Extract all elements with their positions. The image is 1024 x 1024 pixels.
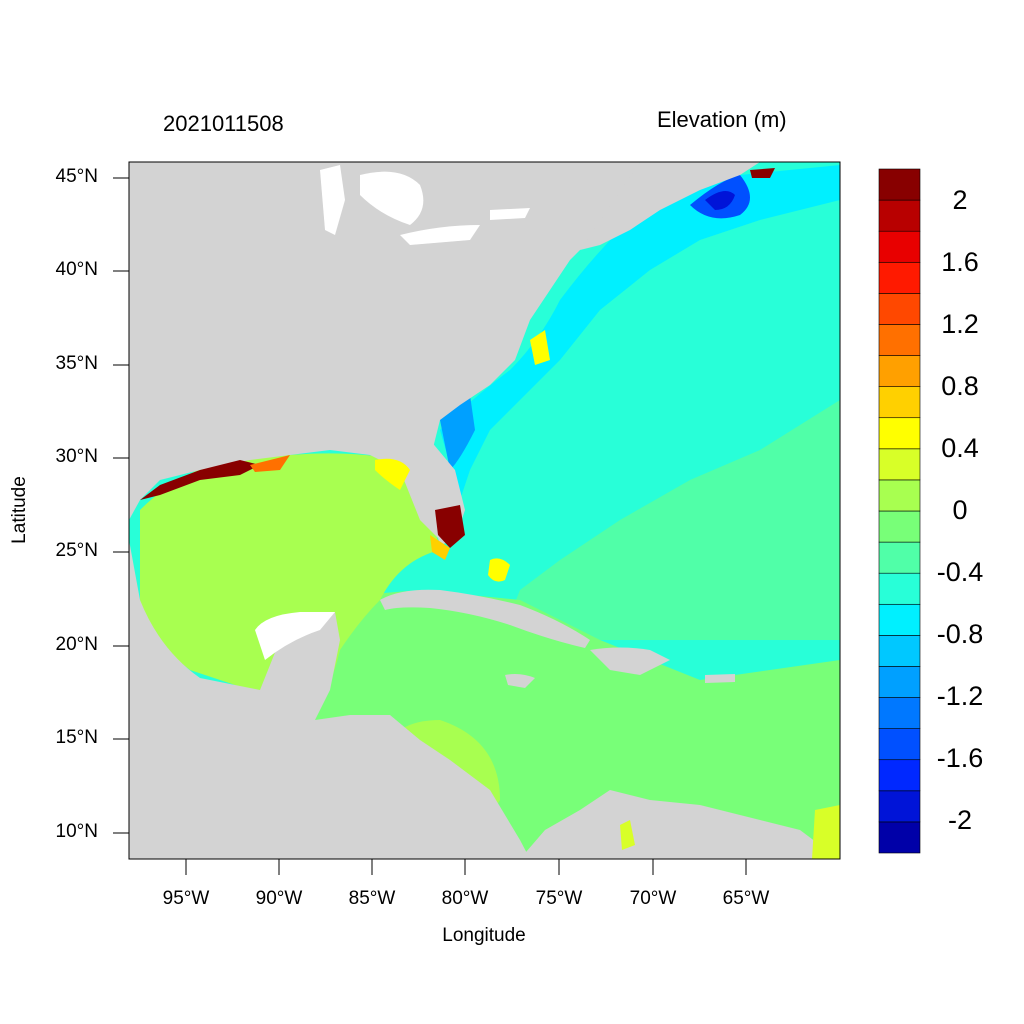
plot-frame: [128, 161, 841, 860]
gulf-of-mexico: [140, 453, 440, 700]
lake-ontario: [490, 208, 530, 220]
x-axis-ticks: [185, 859, 747, 875]
colorbar-label: 0.4: [941, 433, 979, 463]
south-florida-surge: [435, 505, 465, 548]
y-tick-label: 10°N: [55, 821, 98, 842]
new-england-land: [580, 162, 760, 250]
colorbar-swatch: [878, 479, 921, 512]
colorbar-swatch: [878, 759, 921, 792]
colorbar-swatch: [878, 168, 921, 201]
colorbar-label: 2: [952, 185, 968, 215]
lake-huron: [360, 171, 424, 225]
north-america-land: [129, 162, 640, 540]
gulf-coast-surge: [140, 460, 260, 500]
y-tick-label: 35°N: [55, 353, 98, 374]
colorbar-label: -1.2: [936, 681, 984, 711]
y-tick-label: 45°N: [55, 166, 98, 187]
colorbar-swatch: [878, 790, 921, 823]
y-tick-label: 20°N: [55, 634, 98, 655]
colorbar-label: -2: [947, 805, 972, 835]
colorbar-label: 0.8: [941, 371, 979, 401]
y-tick-label: 25°N: [55, 540, 98, 561]
south-atlantic-region: [500, 400, 840, 640]
x-axis-title: Longitude: [442, 925, 526, 946]
east-caribbean-high: [812, 805, 840, 859]
map-area: [129, 162, 840, 859]
florida-panhandle-high: [375, 458, 410, 490]
colorbar-swatch: [878, 697, 921, 729]
colorbar-swatch: [878, 728, 921, 761]
coastal-low-region: [440, 165, 840, 500]
cuba-land: [380, 589, 590, 648]
x-tick-label: 70°W: [629, 888, 677, 909]
x-tick-label: 90°W: [255, 888, 303, 909]
venezuela-coast-high: [620, 820, 635, 850]
y-axis-title: Latitude: [9, 476, 30, 544]
lake-erie: [400, 225, 480, 245]
colorbar-swatch: [878, 261, 921, 294]
colorbar-swatch: [878, 666, 921, 698]
colorbar-swatch: [878, 541, 921, 574]
central-america-land: [129, 540, 530, 859]
y-tick-label: 40°N: [55, 259, 98, 280]
colorbar-swatch: [878, 448, 921, 481]
bahamas-high: [488, 558, 510, 582]
y-tick-label: 15°N: [55, 727, 98, 748]
colorbar-swatch: [878, 821, 921, 854]
x-tick-label: 65°W: [722, 888, 770, 909]
south-america-land: [520, 790, 830, 859]
colorbar-swatch: [878, 417, 921, 450]
colorbar-swatch: [878, 386, 921, 419]
x-tick-label: 95°W: [162, 888, 210, 909]
x-tick-label: 85°W: [348, 888, 396, 909]
colorbar-swatch: [878, 572, 921, 605]
puerto-rico-land: [705, 674, 735, 683]
y-tick-label: 30°N: [55, 446, 98, 467]
lake-michigan: [320, 165, 345, 235]
colorbar-label: 1.6: [941, 247, 979, 277]
colorbar-swatch: [878, 635, 921, 667]
x-tick-label: 75°W: [535, 888, 583, 909]
colorbar-swatch: [878, 230, 921, 263]
nova-scotia-surge: [750, 168, 775, 178]
colorbar-swatch: [878, 510, 921, 543]
louisiana-coast-high: [250, 455, 290, 472]
colorbar-label: -0.8: [936, 619, 984, 649]
jamaica-land: [505, 674, 535, 688]
colorbar-swatch: [878, 293, 921, 325]
colorbar-swatch: [878, 324, 921, 356]
colorbar-swatch: [878, 603, 921, 636]
x-tick-label: 80°W: [441, 888, 489, 909]
y-axis-ticks: [113, 177, 129, 834]
outer-banks-high: [530, 330, 550, 365]
colorbar-label: 0: [952, 495, 968, 525]
colorbar-swatch: [878, 199, 921, 232]
colorbar-label: 1.2: [941, 309, 979, 339]
colorbar: [878, 168, 921, 854]
colorbar-swatch: [878, 355, 921, 387]
hispaniola-land: [590, 647, 670, 675]
date-title: 2021011508: [163, 111, 284, 136]
yucatan-coast: [255, 612, 335, 660]
colorbar-label: -0.4: [936, 557, 984, 587]
gulf-of-maine-lowest: [705, 191, 735, 210]
colorbar-label: -1.6: [936, 743, 984, 773]
georgia-coast-low: [440, 395, 475, 470]
florida-keys-high: [430, 535, 450, 560]
variable-title: Elevation (m): [657, 107, 787, 132]
